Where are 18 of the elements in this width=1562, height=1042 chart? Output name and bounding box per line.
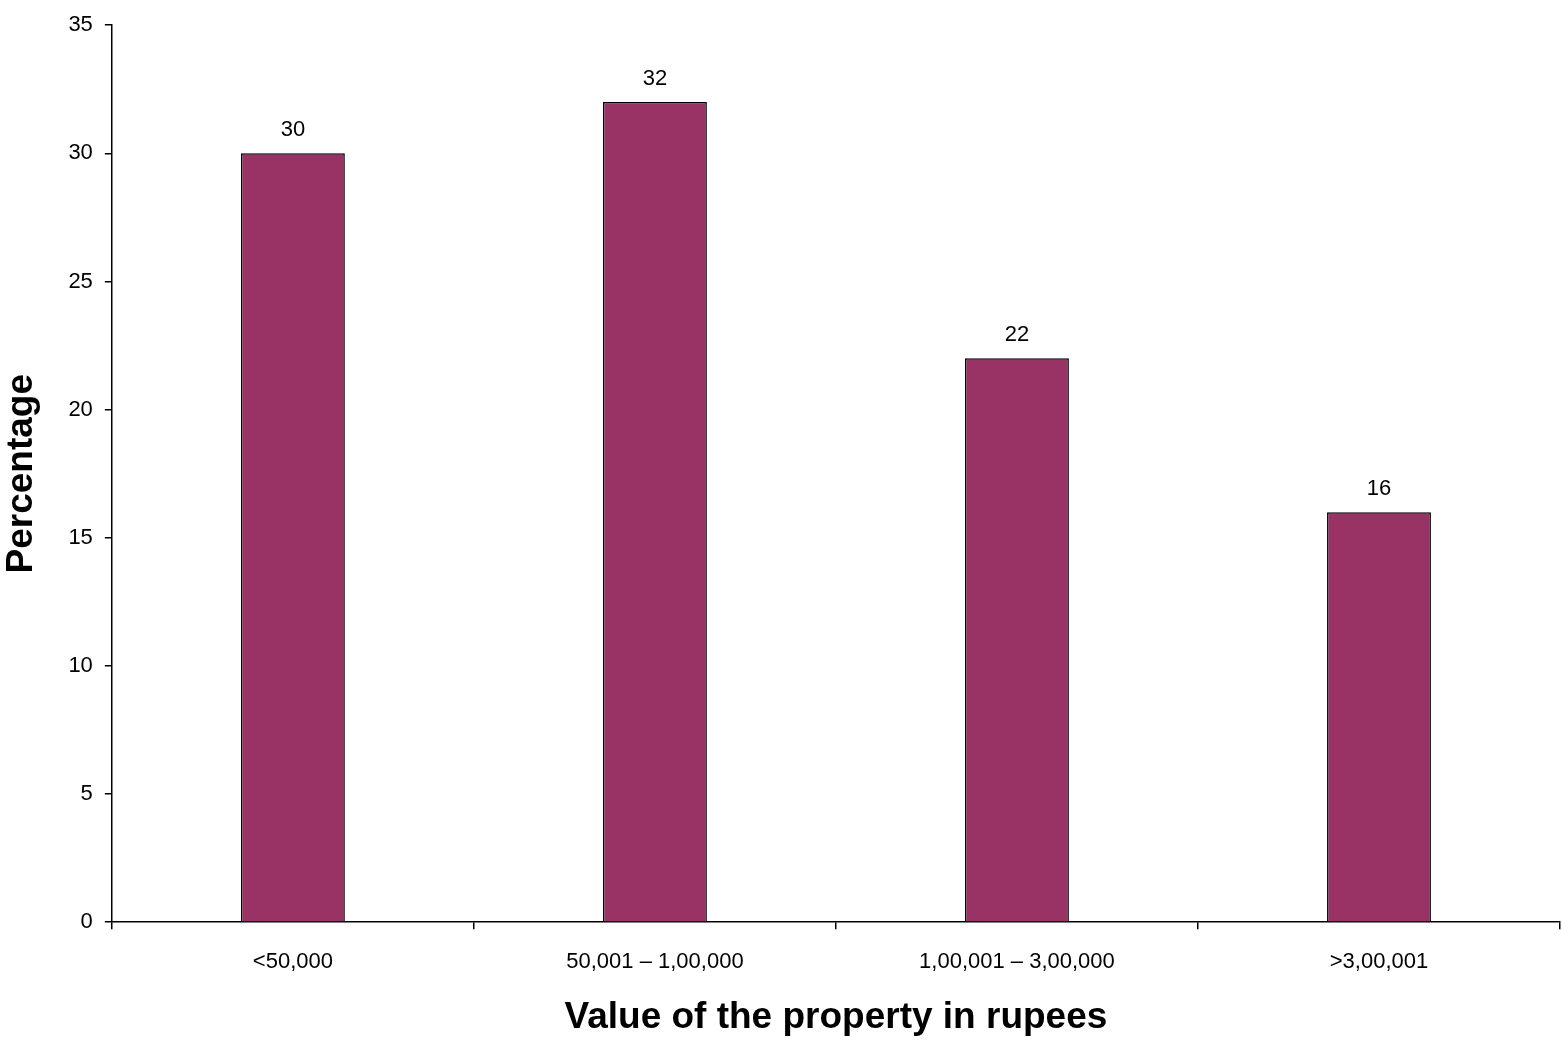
x-axis-title: Value of the property in rupees — [564, 995, 1108, 1036]
data-label: 16 — [1366, 475, 1392, 501]
y-tick-label: 30 — [68, 139, 93, 165]
y-tick-label: 35 — [68, 11, 93, 37]
y-tick-label: 10 — [68, 651, 93, 677]
data-label: 30 — [280, 116, 306, 142]
y-axis-title: Percentage — [0, 373, 41, 574]
x-tick-label: <50,000 — [252, 948, 333, 974]
y-tick-label: 25 — [68, 267, 93, 293]
x-tick-label: 50,001 – 1,00,000 — [566, 948, 744, 974]
x-tick-label: >3,00,001 — [1329, 948, 1429, 974]
data-label: 22 — [1004, 321, 1030, 347]
y-tick-label: 20 — [68, 395, 93, 421]
y-tick-label: 5 — [80, 780, 93, 806]
y-tick-label: 15 — [68, 523, 93, 549]
data-label: 32 — [642, 65, 668, 91]
y-tick-label: 0 — [80, 908, 93, 934]
x-tick-label: 1,00,001 – 3,00,000 — [919, 948, 1115, 974]
